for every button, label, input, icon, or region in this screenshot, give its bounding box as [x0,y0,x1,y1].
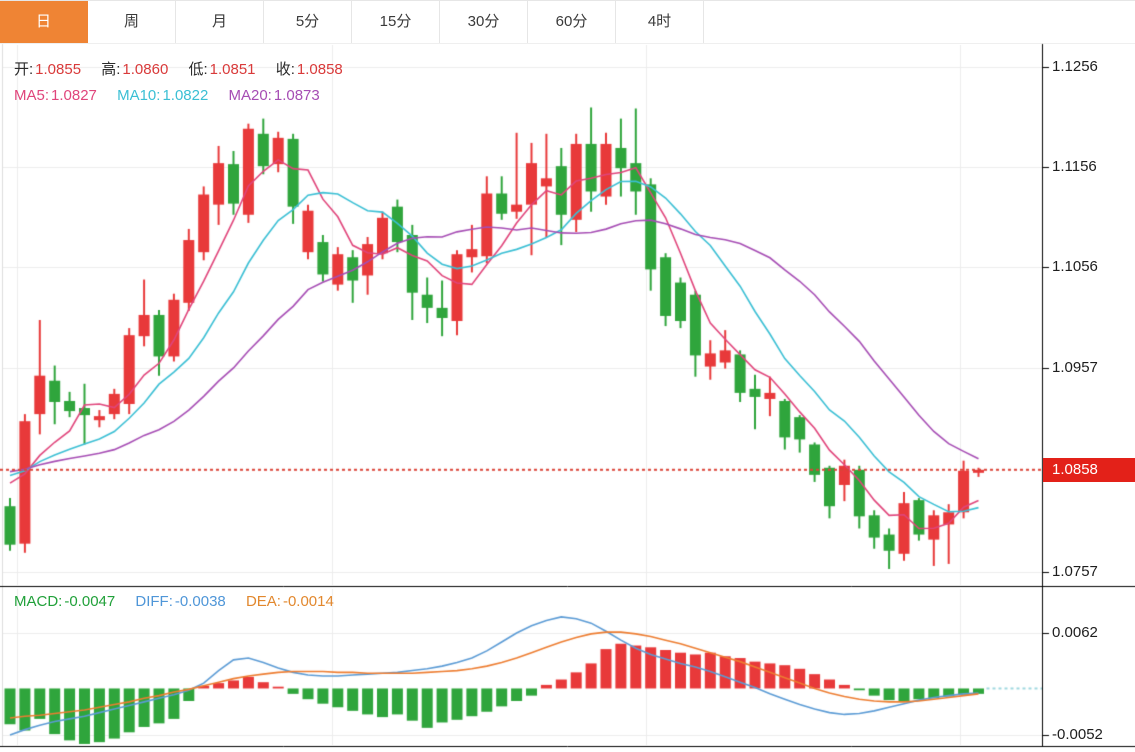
ma5-label: MA5: [14,87,50,104]
y-axis-label: 1.1156 [1052,158,1097,175]
ma10-label: MA10: [117,87,161,104]
y-axis-label: 1.0757 [1052,563,1098,580]
macd-legend: MACD: -0.0047 DIFF: -0.0038 DEA: -0.0014 [14,593,336,611]
ma20-value: 1.0873 [273,87,320,104]
dea-value: -0.0014 [282,593,334,610]
y-axis-label: 0.0062 [1052,624,1098,641]
ma10-value: 1.0822 [162,87,209,104]
low-value: 1.0851 [209,61,256,78]
close-value: 1.0858 [296,61,343,78]
high-label: 高: [101,61,121,78]
close-label: 收: [275,61,295,78]
macd-label: MACD: [14,593,63,610]
y-axis-label: -0.0052 [1052,726,1103,743]
ma20-label: MA20: [228,87,272,104]
ma-legend: MA5: 1.0827 MA10: 1.0822 MA20: 1.0873 [14,87,322,105]
y-axis-label: 1.1256 [1052,58,1098,75]
y-axis-label: 1.1056 [1052,258,1098,275]
last-price-badge: 1.0858 [1043,458,1135,482]
high-value: 1.0860 [122,61,169,78]
diff-value: -0.0038 [174,593,226,610]
ohlc-legend: 开: 1.0855 高: 1.0860 低: 1.0851 收: 1.0858 [14,61,345,79]
ma5-value: 1.0827 [51,87,97,104]
macd-value: -0.0047 [64,593,116,610]
open-value: 1.0855 [35,61,82,78]
dea-label: DEA: [245,593,281,610]
open-label: 开: [14,61,34,78]
low-label: 低: [188,61,208,78]
diff-label: DIFF: [135,593,173,610]
y-axis-label: 1.0957 [1052,359,1098,376]
